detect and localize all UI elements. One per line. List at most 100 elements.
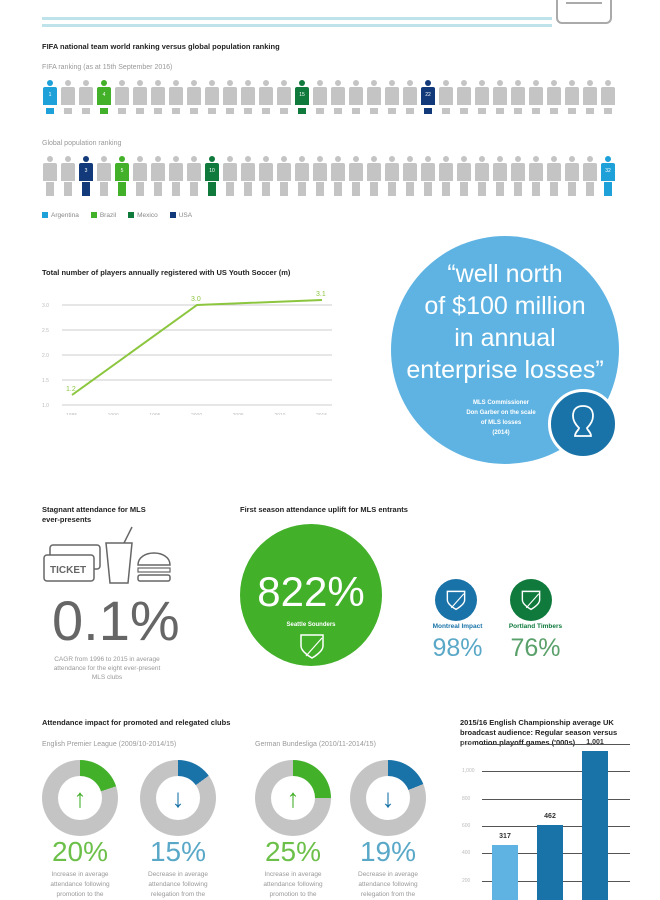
seattle-label: Seattle Sounders — [286, 622, 336, 628]
person-figure — [528, 156, 544, 196]
person-figure — [168, 80, 184, 120]
person-figure — [330, 80, 346, 120]
donut-decrease: ↓ — [350, 760, 426, 836]
person-figure — [132, 156, 148, 196]
seattle-sounders-circle: 822% Seattle Sounders — [240, 524, 382, 666]
quote-text: “well north of $100 million in annual en… — [406, 260, 604, 384]
bundesliga-label: German Bundesliga (2010/11-2014/15) — [255, 741, 376, 748]
youth-soccer-line-chart: 1.0 1.5 2.0 2.5 3.0 1985 1990 1995 2000 2005 2010 2… — [42, 291, 332, 415]
person-figure — [222, 156, 238, 196]
bar — [537, 824, 563, 900]
person-figure — [96, 156, 112, 196]
person-figure — [330, 156, 346, 196]
person-figure-brazil: 4 — [96, 80, 112, 120]
person-figure — [222, 80, 238, 120]
svg-text:2000: 2000 — [191, 413, 202, 415]
person-figure — [240, 156, 256, 196]
person-figure — [402, 80, 418, 120]
person-figure-mexico: 10 — [204, 156, 220, 196]
person-figure — [402, 156, 418, 196]
person-figure — [312, 80, 328, 120]
person-figure — [276, 156, 292, 196]
quote-bubble: “well north of $100 million in annual en… — [391, 236, 619, 464]
y-tick: 1,000 — [462, 768, 475, 775]
person-figure-usa: 22 — [420, 80, 436, 120]
person-figure — [348, 156, 364, 196]
broadcast-bar-chart: 200 400 600 800 1,000 1,200 317 462 1,001 — [462, 739, 630, 900]
attendance-title: Attendance impact for promoted and releg… — [42, 718, 231, 727]
person-figure — [564, 156, 580, 196]
portland-label: Portland Timbers — [508, 623, 563, 630]
epl-label: English Premier League (2009/10-2014/15) — [42, 741, 177, 748]
svg-text:1.5: 1.5 — [42, 378, 49, 384]
person-figure — [546, 156, 562, 196]
montreal-impact-badge — [435, 579, 477, 621]
svg-text:1990: 1990 — [108, 413, 119, 415]
svg-text:2.5: 2.5 — [42, 328, 49, 334]
person-figure — [186, 156, 202, 196]
person-figure — [294, 156, 310, 196]
person-figure — [60, 80, 76, 120]
person-figure — [348, 80, 364, 120]
person-figure — [186, 80, 202, 120]
shield-icon — [446, 590, 466, 611]
bar — [492, 844, 518, 900]
population-ranking-label: Global population ranking — [42, 140, 122, 147]
person-figure — [60, 156, 76, 196]
grid-line — [482, 798, 630, 800]
person-figure — [456, 80, 472, 120]
arrow-down-icon: ↓ — [156, 776, 200, 820]
donut-description: Decrease in average attendance following r… — [358, 871, 418, 898]
svg-text:2.0: 2.0 — [42, 353, 49, 359]
stagnant-value: 0.1% — [52, 589, 180, 652]
legend-item-brazil: Brazil — [90, 212, 116, 219]
person-figure — [456, 156, 472, 196]
person-figure — [492, 80, 508, 120]
person-figure — [600, 80, 616, 120]
montreal-label: Montreal Impact — [432, 623, 483, 630]
legend-item-usa: USA — [169, 212, 192, 219]
person-figure — [438, 80, 454, 120]
arrow-up-icon: ↑ — [58, 776, 102, 820]
person-figure — [582, 80, 598, 120]
person-figure — [474, 156, 490, 196]
donut-description: Increase in average attendance following p… — [263, 871, 323, 898]
legend-item-argentina: Argentina — [42, 212, 79, 219]
person-figure — [258, 156, 274, 196]
person-figure — [42, 156, 58, 196]
person-figure — [114, 80, 130, 120]
grid-line — [482, 771, 630, 773]
person-figure-usa: 3 — [78, 156, 94, 196]
stagnant-title: Stagnant attendance for MLS ever-present… — [42, 505, 146, 524]
person-figure-argentina: 1 — [42, 80, 58, 120]
quote-attribution: MLS Commissioner Don Garber on the scale… — [466, 400, 536, 436]
fifa-section-title: FIFA national team world ranking versus … — [42, 42, 280, 51]
seattle-value: 822% — [257, 568, 365, 615]
svg-text:3.0: 3.0 — [191, 296, 201, 303]
donut-value: 20% — [51, 836, 109, 867]
svg-text:1985: 1985 — [66, 413, 77, 415]
person-figure — [366, 156, 382, 196]
header-rule-1 — [42, 17, 552, 20]
svg-text:3.0: 3.0 — [42, 303, 49, 309]
shield-icon — [521, 590, 541, 611]
person-figure — [510, 80, 526, 120]
person-figure — [384, 80, 400, 120]
stagnant-description: CAGR from 1996 to 2015 in average attend… — [53, 656, 161, 681]
bar — [582, 751, 608, 900]
person-figure — [240, 80, 256, 120]
svg-text:TICKET: TICKET — [50, 565, 86, 576]
y-tick: 600 — [462, 823, 471, 829]
y-tick: 800 — [462, 795, 471, 802]
svg-text:1.0: 1.0 — [42, 403, 49, 409]
person-figure — [384, 156, 400, 196]
bar-value: 462 — [544, 812, 556, 820]
uplift-title: First season attendance uplift for MLS e… — [240, 505, 408, 514]
y-tick: 1,200 — [462, 741, 475, 747]
donut-increase: ↑ — [42, 760, 118, 836]
youth-soccer-chart-title: Total number of players annually registe… — [42, 268, 291, 277]
donut-description: Increase in average attendance following p… — [50, 871, 110, 898]
fifa-ranking-figures: 1 4 15 22 — [42, 80, 616, 120]
person-figure — [438, 156, 454, 196]
portland-value: 76% — [510, 634, 561, 662]
